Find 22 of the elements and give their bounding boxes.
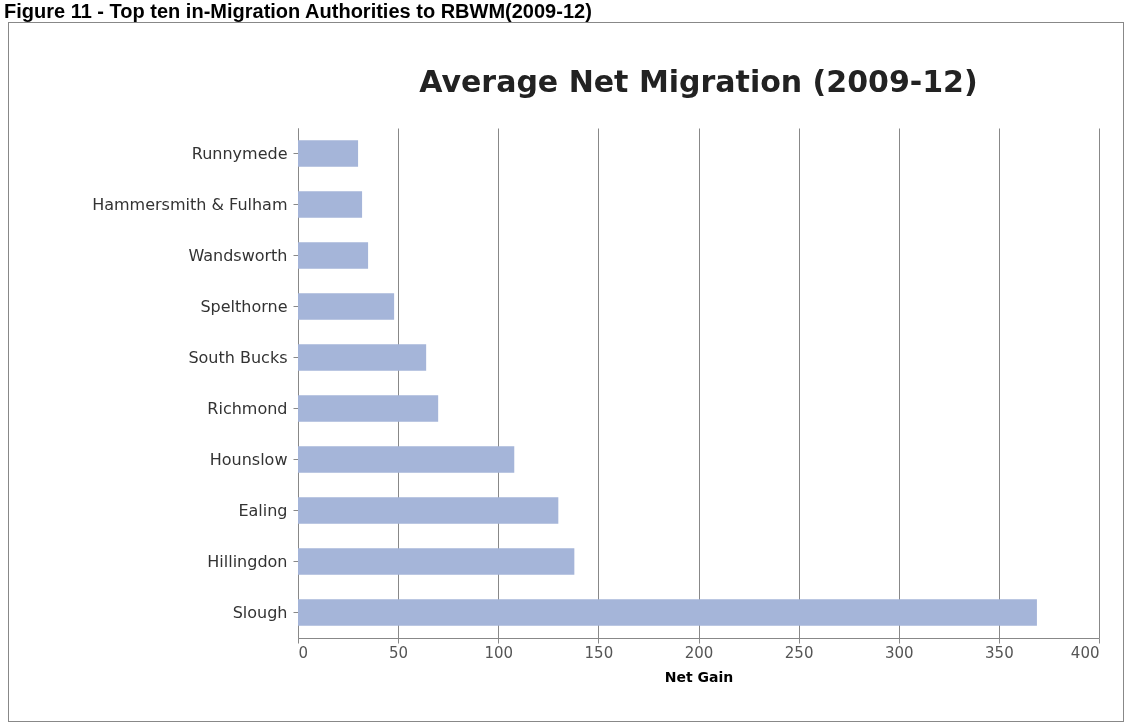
x-tick-label: 50 (389, 643, 409, 662)
x-tick-label: 200 (684, 643, 714, 662)
y-tick-label: Hounslow (209, 449, 288, 469)
y-tick-label: Runnymede (191, 143, 288, 163)
x-tick-label: 300 (884, 643, 914, 662)
x-tick-label: 0 (298, 643, 309, 662)
y-tick-label: Wandsworth (188, 245, 288, 265)
x-tick-label: 250 (784, 643, 814, 662)
x-tick-label: 100 (484, 643, 514, 662)
y-tick-label: Spelthorne (200, 296, 288, 316)
x-tick-label: 400 (1070, 643, 1100, 662)
y-tick-label: Hillingdon (207, 551, 288, 571)
y-tick-label: Richmond (207, 398, 288, 418)
chart-title: Average Net Migration (2009-12) (419, 64, 978, 99)
x-axis-title: Net Gain (664, 668, 734, 685)
y-tick-label: South Bucks (188, 347, 288, 367)
y-tick-label: Slough (232, 602, 288, 622)
y-tick-label: Hammersmith & Fulham (92, 194, 288, 214)
x-tick-label: 150 (584, 643, 614, 662)
caption: Figure 11 - Top ten in-Migration Authorities to RBWM(2009-12) (3, 0, 593, 22)
x-tick-label: 350 (985, 643, 1014, 662)
y-tick-label: Ealing (238, 500, 288, 520)
